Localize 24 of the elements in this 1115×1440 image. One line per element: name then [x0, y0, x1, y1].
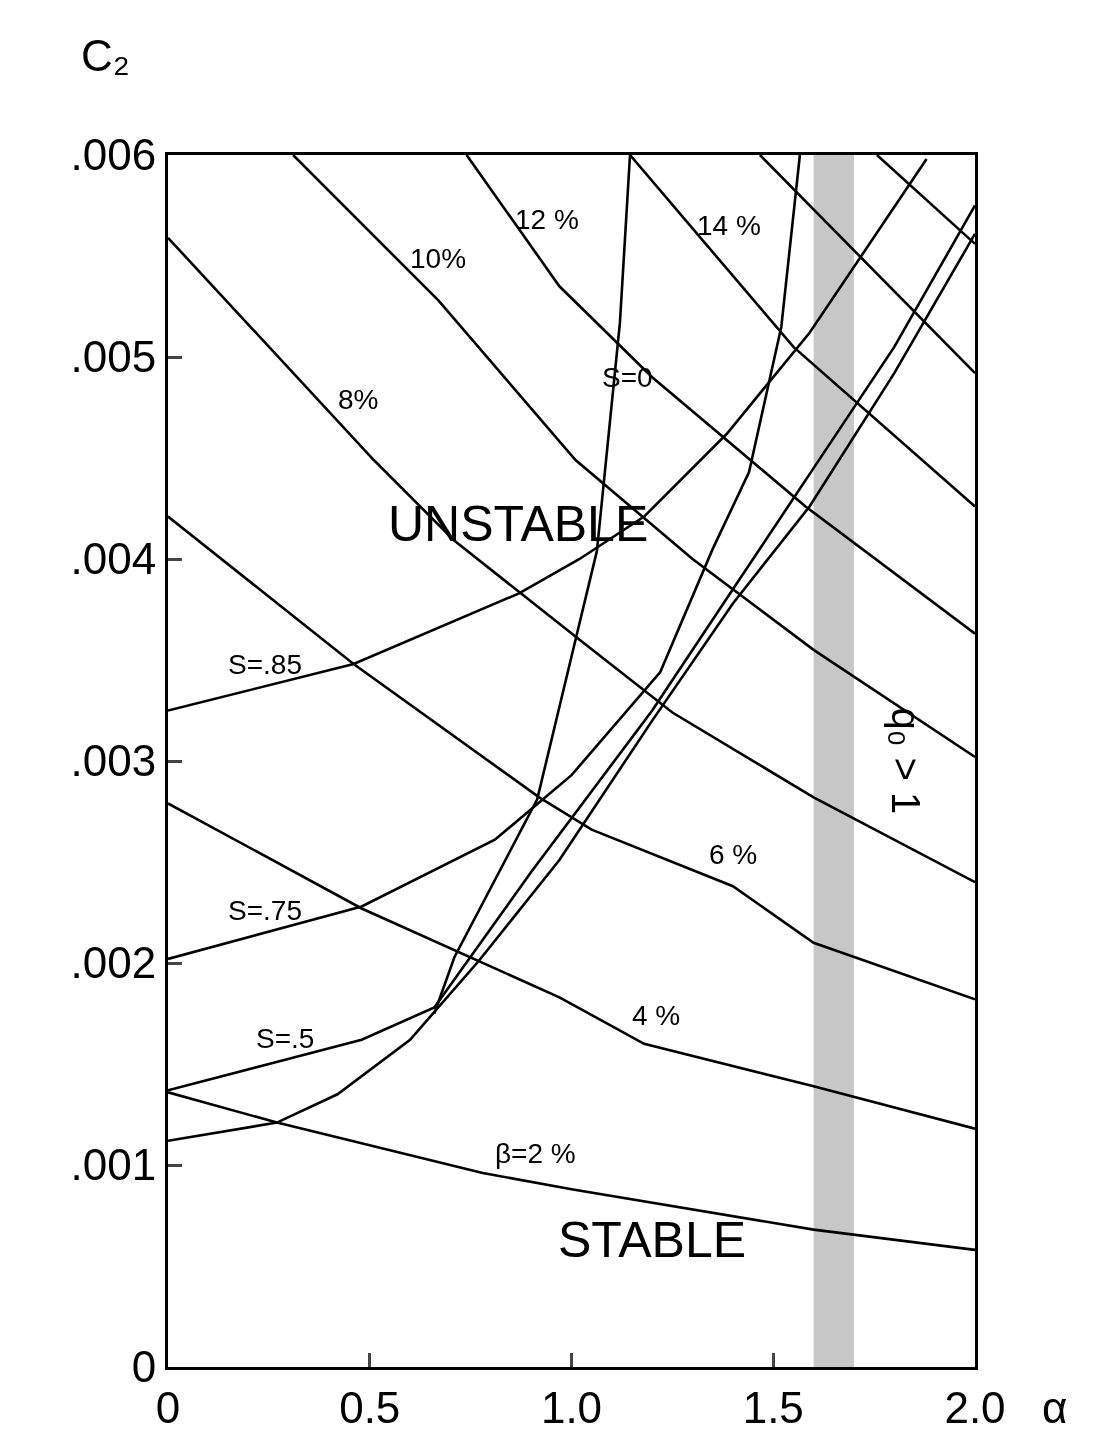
- y-tick-label: .003: [70, 736, 157, 786]
- annotation: S=.75: [228, 895, 302, 926]
- annotation: 8%: [338, 384, 379, 415]
- y-tick-label: .004: [70, 534, 157, 584]
- y-tick-label: .001: [70, 1140, 157, 1190]
- annotation: S=.5: [256, 1023, 315, 1054]
- x-tick-label: 1.5: [742, 1382, 804, 1432]
- y-tick-label: .005: [70, 332, 157, 382]
- x-tick-label: 1.0: [540, 1382, 603, 1432]
- y-tick-label: .002: [70, 938, 157, 988]
- annotation: β=2 %: [495, 1138, 576, 1169]
- x-tick-label: 2.0: [944, 1382, 1006, 1432]
- annotation: 10%: [410, 243, 467, 274]
- y-tick-label: 0: [131, 1342, 157, 1392]
- annotation: S=.85: [228, 649, 302, 680]
- y-axis-title: C₂: [81, 31, 130, 80]
- x-tick-label: 0.5: [339, 1382, 401, 1432]
- annotation: 14 %: [697, 210, 761, 241]
- y-tick-label: .006: [70, 130, 157, 180]
- x-axis-title: α: [1042, 1383, 1068, 1432]
- annotation: STABLE: [558, 1212, 747, 1268]
- annotation: 6 %: [709, 839, 758, 870]
- annotation: 4 %: [632, 1000, 681, 1031]
- annotation: 12 %: [515, 204, 579, 235]
